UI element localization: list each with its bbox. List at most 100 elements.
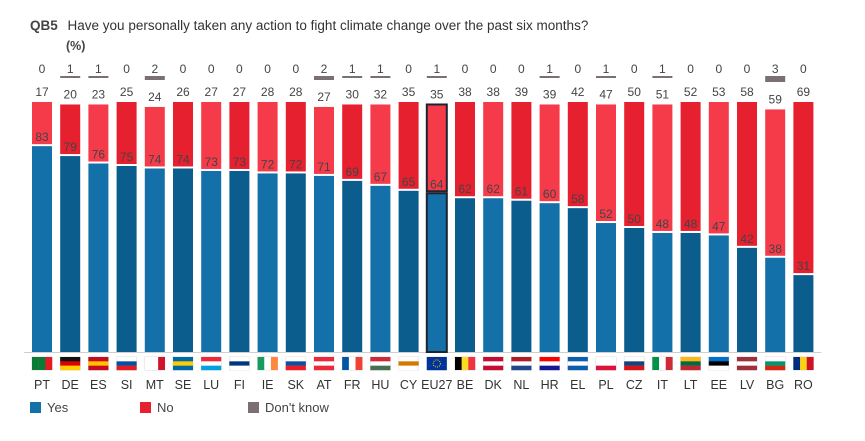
country-label-el: EL	[570, 378, 585, 392]
label-no-mt: 24	[148, 90, 162, 104]
bar-yes-pt	[32, 146, 52, 352]
label-dontknow-lt: 0	[687, 62, 694, 76]
country-label-lv: LV	[740, 378, 755, 392]
flag-eu27-stars	[432, 359, 441, 368]
flag-si-stripe-2	[116, 365, 137, 371]
label-dontknow-cz: 0	[631, 62, 638, 76]
flag-ee-stripe-1	[708, 361, 729, 366]
bar-no-dk	[483, 102, 504, 197]
country-label-ee: EE	[710, 378, 727, 392]
label-dontknow-ie: 0	[264, 62, 271, 76]
legend-item-no: No	[140, 400, 174, 415]
label-no-cy: 35	[402, 85, 416, 99]
bar-no-be	[455, 102, 475, 197]
bar-no-sk	[285, 102, 306, 172]
label-no-at: 27	[317, 90, 331, 104]
flag-lu-stripe-1	[201, 361, 222, 366]
bar-yes-de	[60, 156, 81, 352]
country-label-de: DE	[62, 378, 79, 392]
country-label-nl: NL	[513, 378, 529, 392]
label-no-pt: 17	[35, 85, 49, 99]
flag-ro-stripe-0	[793, 357, 801, 370]
country-label-se: SE	[175, 378, 192, 392]
flag-sk-stripe-0	[285, 357, 306, 362]
bar-yes-hu	[370, 185, 391, 352]
label-yes-ie: 72	[261, 157, 275, 171]
flag-hu-stripe-1	[370, 361, 391, 366]
label-dontknow-dk: 0	[490, 62, 497, 76]
label-dontknow-be: 0	[462, 62, 469, 76]
flag-fr-stripe-0	[342, 357, 350, 370]
bar-yes-cz	[624, 228, 645, 352]
flag-pt-stripe-0	[32, 357, 39, 370]
flag-mt-stripe-0	[144, 357, 152, 370]
flag-lv-stripe-0	[737, 357, 757, 362]
flag-it-stripe-1	[659, 357, 666, 370]
country-label-cz: CZ	[626, 378, 643, 392]
label-dontknow-es: 1	[95, 62, 102, 76]
flag-eu27-stripe-0	[426, 357, 447, 362]
flag-bg-stripe-0	[765, 357, 786, 362]
bar-yes-fr	[342, 180, 363, 352]
flag-ie-stripe-2	[270, 357, 278, 370]
label-no-fi: 27	[233, 85, 247, 99]
label-no-se: 26	[176, 85, 190, 99]
bar-no-at	[314, 106, 334, 174]
flag-de-stripe-1	[60, 361, 81, 366]
flag-sk-stripe-2	[285, 365, 306, 371]
bar-no-cz	[624, 102, 645, 226]
bar-yes-hr	[539, 203, 560, 352]
country-label-hu: HU	[371, 378, 389, 392]
flag-si-stripe-1	[116, 361, 137, 366]
label-no-nl: 39	[515, 85, 529, 99]
country-label-es: ES	[90, 378, 107, 392]
label-dontknow-sk: 0	[292, 62, 299, 76]
label-yes-lt: 48	[684, 217, 698, 231]
label-no-eu27: 35	[430, 87, 444, 101]
bar-yes-nl	[511, 200, 532, 352]
flag-fi-stripe-2	[229, 365, 250, 371]
bar-yes-si	[116, 166, 137, 352]
flag-pl-stripe-0	[596, 357, 616, 362]
country-label-eu27: EU27	[421, 378, 452, 392]
label-dontknow-eu27: 1	[433, 62, 440, 76]
country-label-it: IT	[657, 378, 668, 392]
label-dontknow-si: 0	[123, 62, 130, 76]
label-no-ie: 28	[261, 85, 275, 99]
bar-no-lv	[737, 102, 757, 246]
question-text: Have you personally taken any action to …	[67, 18, 589, 33]
bar-no-eu27	[425, 103, 448, 193]
flag-dk-stripe-2	[483, 365, 504, 371]
chart-header: QB5 Have you personally taken any action…	[30, 18, 588, 33]
bar-no-ro	[793, 102, 814, 274]
flag-lt-stripe-2	[680, 365, 701, 371]
label-yes-sk: 72	[289, 157, 303, 171]
bar-dontknow-bg	[765, 76, 786, 82]
bar-dontknow-de	[60, 76, 81, 78]
bar-no-nl	[511, 102, 532, 199]
country-label-lt: LT	[684, 378, 698, 392]
bar-no-hr	[539, 104, 560, 202]
flag-ro-stripe-2	[806, 357, 814, 370]
bar-no-ee	[708, 102, 729, 234]
bar-yes-be	[455, 198, 475, 352]
flag-ee-stripe-0	[708, 357, 729, 362]
bar-no-bg	[765, 109, 786, 256]
label-no-pl: 47	[599, 87, 613, 101]
flag-hr-stripe-0	[539, 357, 560, 362]
label-dontknow-pt: 0	[39, 62, 46, 76]
label-dontknow-hr: 1	[546, 62, 553, 76]
bar-dontknow-fr	[342, 76, 363, 78]
question-code: QB5	[30, 18, 58, 33]
flag-fi-stripe-1	[229, 361, 250, 366]
bar-no-ie	[257, 102, 278, 172]
label-dontknow-de: 1	[67, 62, 74, 76]
flag-ro-stripe-1	[800, 357, 807, 370]
label-dontknow-at: 2	[321, 62, 328, 76]
country-label-pt: PT	[34, 378, 50, 392]
bar-no-mt	[144, 106, 165, 167]
flag-pl-stripe-2	[596, 365, 616, 371]
flag-fr-stripe-1	[348, 357, 356, 370]
country-label-si: SI	[121, 378, 133, 392]
flag-lt-stripe-0	[680, 357, 701, 362]
